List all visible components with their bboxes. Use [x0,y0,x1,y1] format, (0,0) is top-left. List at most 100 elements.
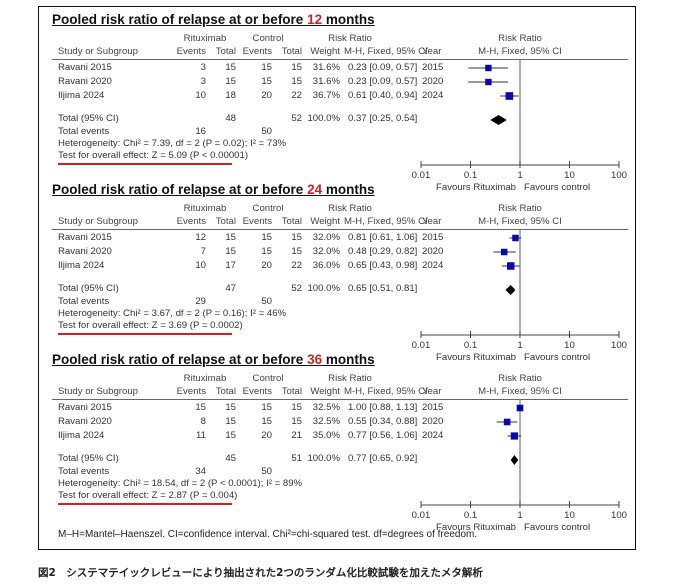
cell-weight: 36.7% [312,90,340,101]
cell-rr-text: 0.65 [0.43, 0.98] [348,260,418,271]
cell-r-total: 15 [225,416,236,427]
cell-weight: 32.0% [312,246,340,257]
header-method: M-H, Fixed, 95% CI [344,216,428,227]
cell-r-events: 11 [196,430,206,441]
header-rituximab: Rituximab [183,373,227,384]
overall-effect-underline [58,333,232,335]
cell-r-total: 15 [225,232,236,243]
panel-title: Pooled risk ratio of relapse at or befor… [52,352,375,367]
x-tick-label: 0.01 [412,170,431,181]
study-marker [485,64,492,72]
cell-rr-text: 0.77 [0.56, 1.06] [348,430,418,441]
pooled-diamond [490,115,507,125]
header-r-total: Total [215,46,236,57]
study-marker [500,248,508,256]
total-label: Total (95% CI) [58,283,119,294]
header-plot-method: M-H, Fixed, 95% CI [478,386,562,397]
title-suffix: months [322,182,375,197]
x-tick-label: 0.01 [412,340,431,351]
heterogeneity: Heterogeneity: Chi² = 3.67, df = 2 (P = … [58,308,287,319]
cell-c-events: 20 [261,430,272,441]
header-separator [52,59,628,60]
header-study: Study or Subgroup [58,46,139,57]
header-study: Study or Subgroup [58,216,139,227]
header-r-total: Total [215,216,236,227]
total-events-r: 29 [195,296,206,307]
cell-c-total: 15 [291,416,302,427]
cell-weight: 32.5% [312,402,340,413]
cell-year: 2024 [422,430,444,441]
cell-name: Ravani 2020 [58,416,112,427]
header-c-total: Total [281,386,302,397]
header-method: M-H, Fixed, 95% CI [344,386,428,397]
study-marker [506,262,515,270]
title-suffix: months [322,352,375,367]
cell-year: 2020 [422,246,444,257]
x-tick-label: 100 [611,170,627,181]
favours-left-label: Favours Rituximab [436,182,516,193]
x-tick-label: 10 [564,170,575,181]
cell-c-events: 15 [261,232,272,243]
figure-caption: 図2 システマテイックレビューにより抽出された2つのランダム化比較試験を加えたメ… [38,567,483,579]
study-marker [505,92,514,100]
cell-c-total: 21 [291,430,302,441]
cell-c-total: 15 [291,402,302,413]
header-control: Control [252,203,284,214]
cell-r-events: 15 [195,402,206,413]
header-c-total: Total [281,216,302,227]
cell-rr-text: 1.00 [0.88, 1.13] [348,402,418,413]
cell-name: Ravani 2020 [58,76,112,87]
header-separator [52,399,628,400]
title-highlight: 36 [307,352,323,367]
cell-r-total: 15 [225,246,236,257]
cell-weight: 31.6% [312,62,340,73]
favours-right-label: Favours control [524,352,590,363]
header-plot-title: Risk Ratio [498,373,542,384]
header-c-events: Events [242,386,272,397]
cell-weight: 31.6% [312,76,340,87]
forest-plot: 0.01 0.1 1 10 100 Favours Rituximab Favours co… [412,229,627,363]
overall-effect-underline [58,503,232,505]
header-c-total: Total [281,46,302,57]
cell-name: Ravani 2020 [58,246,112,257]
total-weight: 100.0% [307,283,340,294]
header-study: Study or Subgroup [58,386,139,397]
header-control: Control [252,373,284,384]
header-rituximab: Rituximab [183,33,227,44]
favours-left-label: Favours Rituximab [436,352,516,363]
header-c-events: Events [242,216,272,227]
cell-name: Iljima 2024 [58,430,105,441]
cell-rr-text: 0.48 [0.29, 0.82] [348,246,418,257]
overall-effect-underline [58,163,232,165]
heterogeneity: Heterogeneity: Chi² = 7.39, df = 2 (P = … [58,138,287,149]
x-tick-label: 0.01 [412,510,431,521]
total-r-total: 45 [225,453,236,464]
favours-left-label: Favours Rituximab [436,522,516,533]
pooled-diamond [510,455,519,465]
title-prefix: Pooled risk ratio of relapse at or befor… [52,182,308,197]
study-marker [485,78,492,86]
cell-c-events: 15 [261,402,272,413]
cell-c-events: 15 [261,62,272,73]
header-r-total: Total [215,386,236,397]
heterogeneity: Heterogeneity: Chi² = 18.54, df = 2 (P <… [58,478,303,489]
cell-weight: 32.5% [312,416,340,427]
cell-r-events: 3 [200,76,206,87]
header-risk-ratio: Risk Ratio [328,203,372,214]
study-marker [512,234,519,242]
x-tick-label: 10 [564,340,575,351]
pooled-diamond [505,285,516,295]
cell-r-total: 15 [225,430,236,441]
header-c-events: Events [242,46,272,57]
forest-plot: 0.01 0.1 1 10 100 Favours Rituximab Favours co… [412,59,627,193]
total-events-c: 50 [261,126,272,137]
total-weight: 100.0% [307,113,340,124]
header-r-events: Events [176,46,206,57]
cell-name: Iljima 2024 [58,260,105,271]
study-marker [503,418,511,426]
x-tick-label: 1 [517,170,522,181]
cell-c-events: 15 [261,246,272,257]
cell-rr-text: 0.23 [0.09, 0.57] [348,62,418,73]
cell-r-events: 10 [195,90,206,101]
favours-right-label: Favours control [524,522,590,533]
